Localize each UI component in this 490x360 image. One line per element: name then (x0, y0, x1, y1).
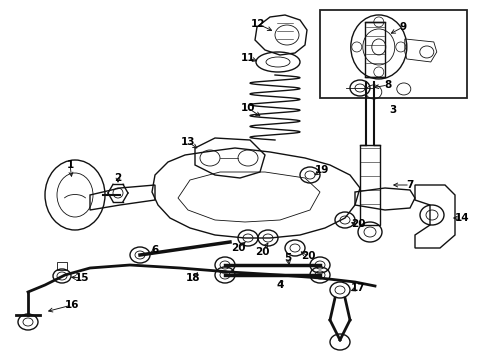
Text: 9: 9 (399, 22, 407, 32)
Bar (320, 10, 467, 98)
Text: 8: 8 (384, 80, 392, 90)
Text: 20: 20 (231, 243, 245, 253)
Text: 17: 17 (351, 283, 366, 293)
Text: 12: 12 (251, 19, 265, 29)
Text: 2: 2 (114, 173, 122, 183)
Bar (365, 22, 385, 77)
Text: 5: 5 (284, 253, 292, 263)
Bar (360, 145, 380, 225)
Text: 18: 18 (186, 273, 200, 283)
Text: 1: 1 (66, 160, 74, 170)
Text: 20: 20 (301, 251, 315, 261)
Text: 15: 15 (75, 273, 89, 283)
Text: 7: 7 (406, 180, 414, 190)
Text: 11: 11 (241, 53, 255, 63)
Text: 14: 14 (455, 213, 469, 223)
Text: 19: 19 (315, 165, 329, 175)
Text: 20: 20 (255, 247, 269, 257)
Text: 13: 13 (181, 137, 195, 147)
Bar (57, 262, 67, 270)
Text: 3: 3 (390, 105, 396, 115)
Text: 6: 6 (151, 245, 159, 255)
Text: 4: 4 (276, 280, 284, 290)
Text: 10: 10 (241, 103, 255, 113)
Text: 16: 16 (65, 300, 79, 310)
Text: 20: 20 (351, 219, 365, 229)
